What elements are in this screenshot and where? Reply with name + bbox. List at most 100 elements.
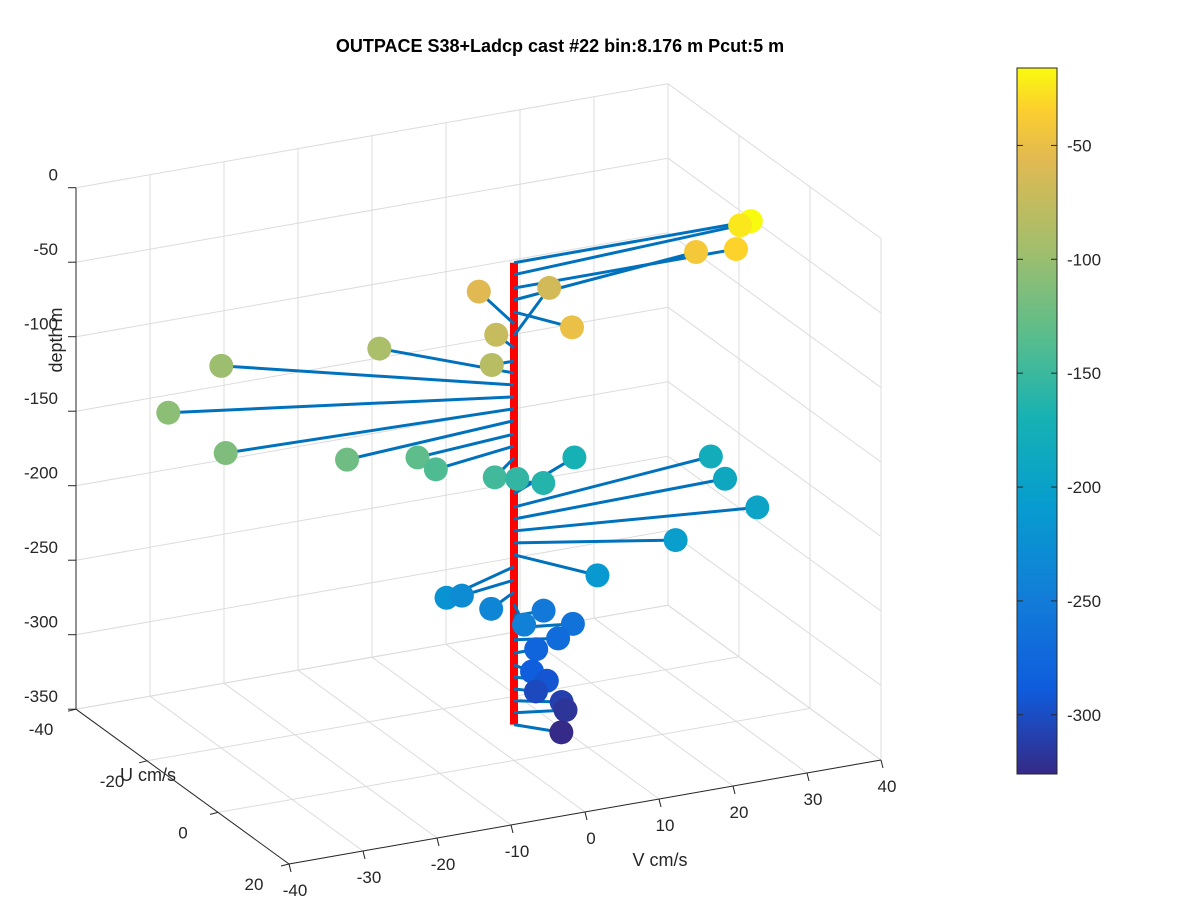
x-tick-mark [288, 863, 292, 873]
data-point [546, 626, 571, 651]
y-axis-line [75, 708, 290, 865]
colorbar-gradient [1016, 67, 1058, 775]
y-tick-mark [209, 811, 219, 815]
colorbar-tick-label: -300 [1067, 706, 1101, 725]
velocity-vector [513, 223, 741, 277]
x-tick-label: 10 [656, 816, 675, 835]
velocity-vector [417, 432, 515, 459]
grid-line-back-depth [75, 83, 669, 189]
grid-line-floor-u [146, 656, 740, 762]
grid-line-side-depth [667, 455, 882, 612]
data-point [482, 465, 507, 490]
axes-layer [67, 187, 884, 873]
data-point [213, 441, 238, 465]
data-point [553, 698, 578, 723]
grid-line-side-depth [667, 530, 882, 686]
grid-line-side-depth [667, 381, 882, 537]
grid-line-floor-u [217, 707, 811, 813]
grid-line-side-depth [667, 306, 882, 463]
data-point [524, 637, 549, 662]
colorbar-tick-label: -200 [1067, 478, 1101, 497]
ticks-layer: -40-30-20-10010203040-40-200200-50-100-1… [24, 166, 896, 900]
grid-line-back-depth [75, 232, 669, 338]
chart-title: OUTPACE S38+Ladcp cast #22 bin:8.176 m P… [336, 36, 784, 56]
x-tick-mark [658, 798, 662, 808]
data-point [531, 598, 556, 623]
grid-line-floor-v [593, 617, 808, 774]
x-tick-label: 40 [878, 777, 897, 796]
x-tick-mark [880, 759, 884, 769]
data-point [531, 471, 556, 496]
data-point [562, 445, 587, 470]
velocity-vector [513, 455, 712, 509]
z-tick-label: -200 [24, 464, 58, 483]
data-point [449, 583, 474, 608]
x-tick-label: 20 [730, 803, 749, 822]
data-point [466, 279, 491, 304]
grid-line-floor-v [519, 630, 734, 787]
data-point [560, 611, 585, 636]
data-point [405, 445, 430, 470]
data-point [663, 528, 688, 553]
colorbar-tick-label: -250 [1067, 592, 1101, 611]
data-point [156, 400, 181, 425]
x-tick-mark [806, 772, 810, 782]
grid-line-floor-v [445, 643, 660, 800]
velocity-vector [513, 505, 758, 533]
velocity-vector [513, 553, 598, 577]
x-axis-label: V cm/s [632, 850, 687, 870]
data-point [560, 315, 584, 340]
data-point [523, 679, 548, 704]
colorbar-tick-label: -50 [1067, 136, 1092, 155]
y-tick-label: -40 [29, 720, 54, 739]
y-tick-label: -20 [100, 772, 125, 791]
data-point [549, 720, 574, 745]
data-point [367, 336, 392, 361]
data-point [684, 239, 709, 264]
z-tick-label: -350 [24, 687, 58, 706]
grid-line-back-depth [75, 530, 669, 636]
velocity-vector [346, 419, 515, 462]
grid-line-back-depth [75, 455, 669, 561]
data-point [537, 275, 562, 300]
data-point [728, 213, 753, 238]
colorbar-tick-label: -150 [1067, 364, 1101, 383]
velocity-vector [513, 477, 726, 521]
z-tick-label: -150 [24, 389, 58, 408]
velocity-vector [513, 219, 752, 265]
y-tick-mark [138, 760, 148, 764]
data-point [423, 457, 448, 482]
data-point [512, 612, 537, 637]
z-axis-label: depth m [46, 307, 66, 372]
x-tick-label: 30 [804, 790, 823, 809]
x-tick-mark [510, 824, 514, 834]
velocity-vector [435, 444, 515, 471]
x-tick-label: -20 [431, 855, 456, 874]
grid-line-back-depth [75, 381, 669, 487]
grid-line-back-depth [75, 157, 669, 263]
colorbar-tick-label: -100 [1067, 250, 1101, 269]
x-tick-label: 0 [586, 829, 595, 848]
data-point [209, 353, 234, 378]
x-tick-label: -10 [505, 842, 530, 861]
z-tick-label: -100 [24, 315, 58, 334]
y-tick-label: 0 [178, 823, 187, 842]
velocity-vector [221, 364, 515, 387]
z-tick-label: 0 [49, 166, 58, 185]
data-point [479, 352, 504, 377]
x-tick-mark [436, 837, 440, 847]
data-point [479, 596, 504, 621]
z-tick-label: -250 [24, 538, 58, 557]
data-point [484, 322, 509, 347]
colorbar-ticks: -50 -100 -150 -200 -250 -300 [1017, 136, 1101, 725]
y-axis-label: U cm/s [120, 765, 176, 785]
y-tick-mark [280, 863, 290, 867]
data-point [724, 237, 748, 262]
data-point [713, 466, 738, 491]
velocity-vector [225, 407, 515, 455]
x-tick-label: -40 [283, 881, 308, 900]
grid-line-side-depth [667, 83, 882, 239]
grid-layer [75, 83, 882, 865]
